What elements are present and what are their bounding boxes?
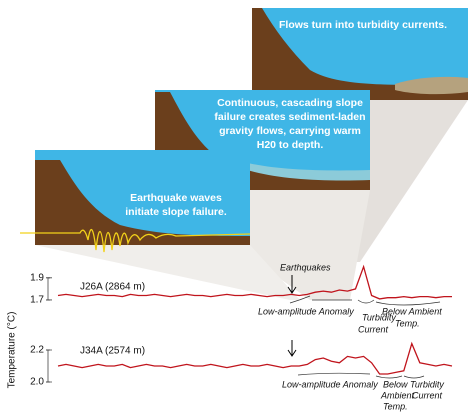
y-axis: [47, 349, 52, 383]
panel-caption: gravity flows, carrying warm: [219, 125, 361, 137]
annotation: Current: [358, 324, 389, 334]
y-tick-label: 1.7: [30, 295, 44, 306]
annotation: Below: [383, 379, 408, 389]
connector: [297, 372, 371, 376]
annotation: Turbidity: [410, 379, 444, 389]
panel-caption: initiate slope failure.: [125, 206, 227, 218]
connector: [357, 299, 441, 306]
y-axis: [47, 277, 52, 301]
annotation: Below Ambient: [382, 306, 442, 316]
connector: [375, 375, 425, 379]
panel-caption: Earthquake waves: [130, 192, 222, 204]
panel-1: [20, 150, 251, 253]
annotation: Temp.: [395, 318, 420, 328]
connector: [289, 295, 352, 304]
annotation: Low-amplitude Anomaly: [258, 306, 354, 316]
funnel: [35, 245, 300, 300]
y-tick-label: 1.9: [30, 272, 44, 283]
chart-label: J26A (2864 m): [80, 282, 145, 293]
annotation: Earthquakes: [280, 262, 331, 272]
chart-label: J34A (2574 m): [80, 346, 145, 357]
annotation: Current: [412, 390, 443, 400]
annotation: Low-amplitude Anomaly: [282, 379, 378, 389]
connector: [287, 340, 297, 357]
y-tick-label: 2.2: [30, 345, 44, 356]
panel-caption: Flows turn into turbidity currents.: [279, 19, 447, 31]
panel-3: [252, 8, 468, 100]
annotation: Turbidity: [362, 312, 396, 322]
panel-caption: H20 to depth.: [257, 139, 324, 151]
connector: [287, 275, 297, 294]
temperature-line: [57, 264, 452, 300]
annotation: Ambient: [380, 390, 415, 400]
panel-caption: Continuous, cascading slope: [217, 97, 363, 109]
temperature-line: [57, 341, 453, 375]
y-tick-label: 2.0: [30, 377, 44, 388]
panel-caption: failure creates sediment-laden: [214, 111, 365, 123]
annotation: Temp.: [383, 401, 408, 411]
y-axis-label: Temperature (°C): [7, 312, 18, 389]
